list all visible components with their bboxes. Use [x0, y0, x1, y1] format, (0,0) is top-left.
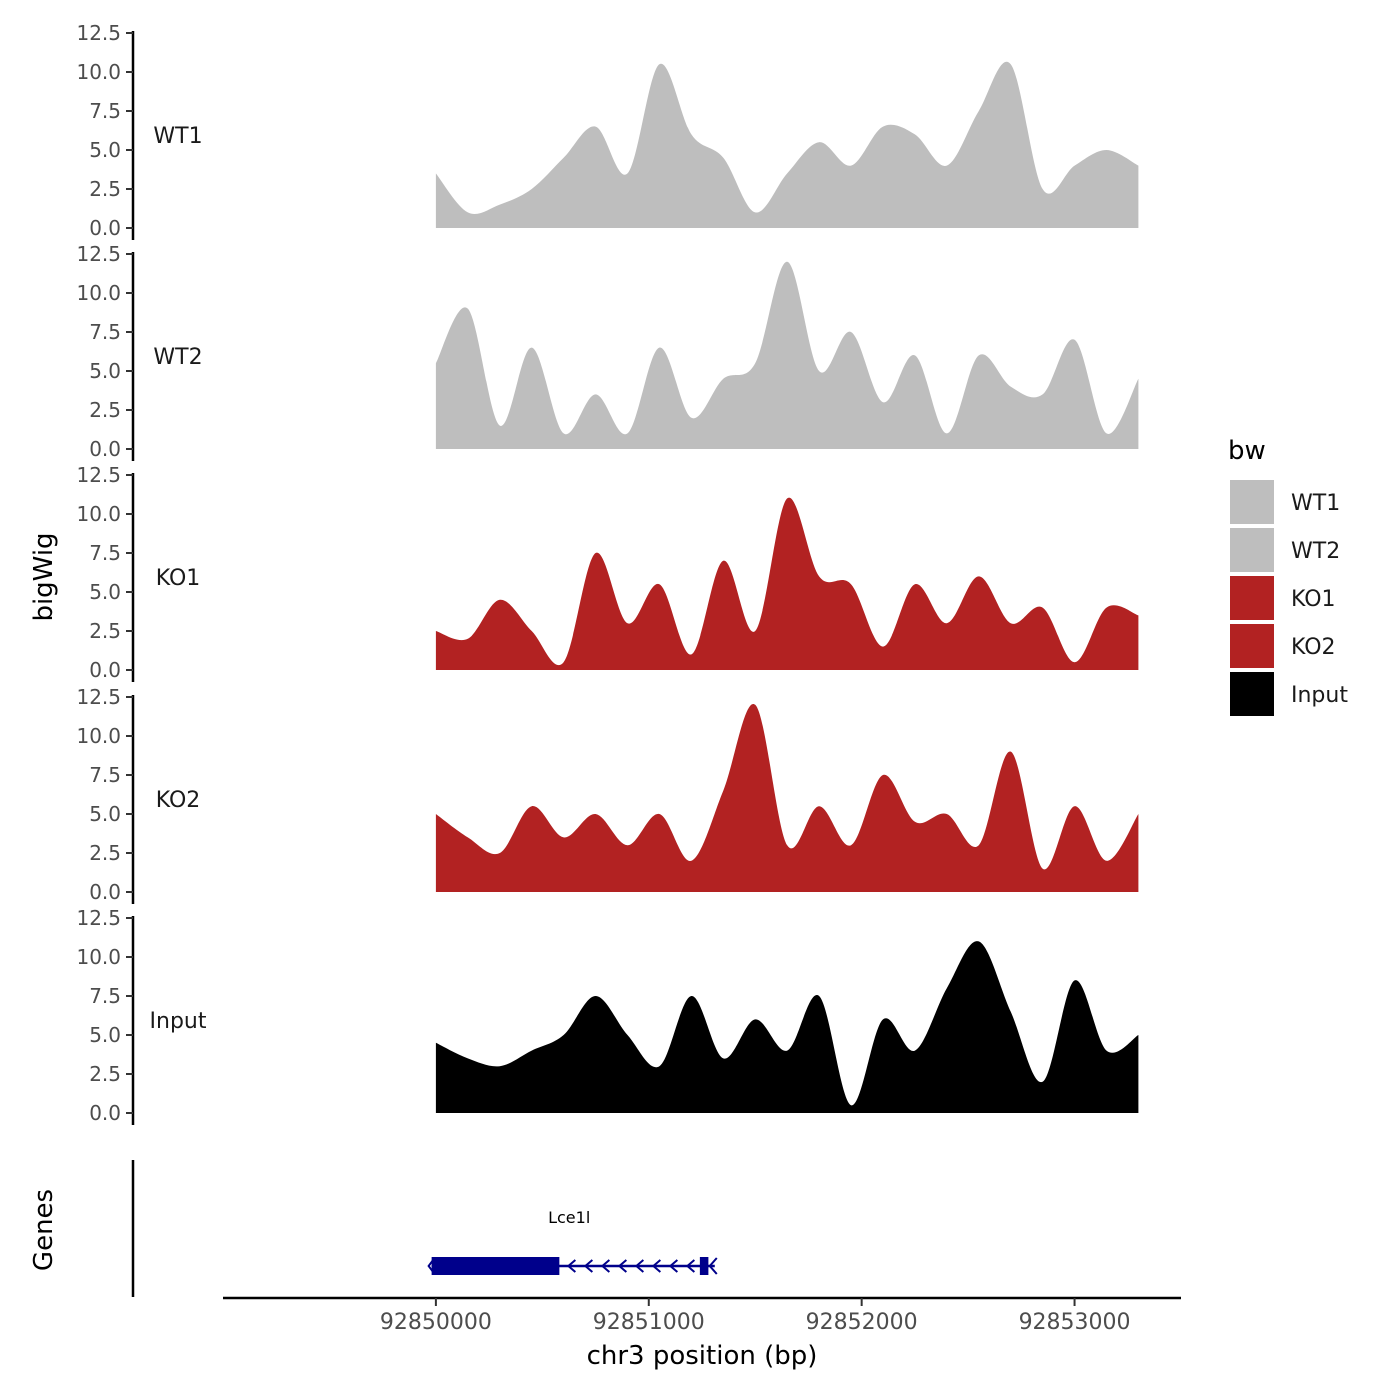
y-tick-label: 5.0: [89, 802, 121, 826]
gene-end-cap: [427, 1257, 436, 1275]
legend-swatch-wt1: [1230, 480, 1274, 524]
y-tick-label: 0.0: [89, 658, 121, 682]
track-area-ko1: [435, 497, 1139, 670]
legend-label-wt1: WT1: [1291, 491, 1340, 516]
track-input: 0.0 2.5 5.0 7.5 10.0 12.5 Input: [76, 906, 1139, 1125]
x-tick-label: 92851000: [593, 1310, 705, 1335]
y-tick-label: 10.0: [76, 281, 121, 305]
x-tick-label: 92850000: [380, 1310, 492, 1335]
track-label: KO1: [156, 566, 201, 591]
gene-exon: [431, 1257, 560, 1275]
strand-arrow: [651, 1259, 662, 1273]
track-ko2: 0.0 2.5 5.0 7.5 10.0 12.5 KO2: [76, 685, 1139, 904]
y-tick-label: 7.5: [89, 320, 121, 344]
y-tick-label: 2.5: [89, 841, 121, 865]
track-ko1: 0.0 2.5 5.0 7.5 10.0 12.5 KO1: [76, 463, 1139, 682]
y-tick-label: 12.5: [76, 906, 121, 930]
y-axis-title: bigWig: [29, 532, 59, 621]
track-area-ko2: [435, 703, 1139, 892]
track-label: KO2: [156, 788, 201, 813]
y-tick-label: 0.0: [89, 880, 121, 904]
y-tick-label: 10.0: [76, 724, 121, 748]
y-tick-label: 5.0: [89, 1023, 121, 1047]
legend-title: bw: [1228, 436, 1266, 466]
y-tick-label: 12.5: [76, 685, 121, 709]
track-area-wt2: [435, 261, 1139, 449]
x-tick-label: 92853000: [1019, 1310, 1131, 1335]
y-tick-label: 12.5: [76, 21, 121, 45]
legend-label-input: Input: [1291, 683, 1348, 708]
y-tick-label: 12.5: [76, 242, 121, 266]
y-tick-label: 5.0: [89, 138, 121, 162]
y-tick-label: 7.5: [89, 99, 121, 123]
track-wt2: 0.0 2.5 5.0 7.5 10.0 12.5 WT2: [76, 242, 1139, 461]
y-tick-label: 0.0: [89, 216, 121, 240]
gene-end-cap: [708, 1257, 718, 1275]
strand-arrow: [668, 1259, 679, 1273]
x-axis-title: chr3 position (bp): [587, 1341, 818, 1371]
y-tick-label: 5.0: [89, 359, 121, 383]
y-tick-label: 10.0: [76, 60, 121, 84]
strand-arrow: [566, 1259, 577, 1273]
bigwig-tracks: 0.0 2.5 5.0 7.5 10.0 12.5 WT1 0.0 2.5 5.0 7.5 10.0 1…: [76, 21, 1139, 1125]
legend-label-ko1: KO1: [1291, 587, 1336, 612]
y-tick-label: 0.0: [89, 1101, 121, 1125]
track-label: WT1: [153, 124, 202, 149]
y-tick-label: 12.5: [76, 463, 121, 487]
y-tick-label: 10.0: [76, 945, 121, 969]
legend-swatch-input: [1230, 672, 1274, 716]
track-wt1: 0.0 2.5 5.0 7.5 10.0 12.5 WT1: [76, 21, 1139, 240]
track-area-wt1: [435, 61, 1139, 229]
legend-swatch-ko2: [1230, 624, 1274, 668]
y-tick-label: 0.0: [89, 437, 121, 461]
y-tick-label: 10.0: [76, 502, 121, 526]
y-tick-label: 7.5: [89, 984, 121, 1008]
x-tick-label: 92852000: [806, 1310, 918, 1335]
legend-swatch-ko1: [1230, 576, 1274, 620]
track-area-input: [435, 941, 1139, 1113]
strand-arrow: [617, 1259, 628, 1273]
y-tick-label: 2.5: [89, 619, 121, 643]
x-axis: 92850000 92851000 92852000 92853000: [223, 1296, 1181, 1335]
y-tick-label: 5.0: [89, 580, 121, 604]
gene-model: Lce1l: [427, 1208, 718, 1275]
gene-exon: [699, 1257, 709, 1275]
track-label: WT2: [153, 345, 202, 370]
strand-arrow: [634, 1259, 645, 1273]
legend: bw WT1 WT2 KO1 KO2 Input: [1228, 436, 1348, 716]
strand-arrow: [685, 1259, 696, 1273]
legend-swatch-wt2: [1230, 528, 1274, 572]
y-tick-label: 7.5: [89, 541, 121, 565]
legend-label-wt2: WT2: [1291, 539, 1340, 564]
y-tick-label: 7.5: [89, 763, 121, 787]
y-tick-label: 2.5: [89, 177, 121, 201]
track-label: Input: [150, 1009, 207, 1034]
gene-track-title: Genes: [29, 1189, 59, 1271]
y-tick-label: 2.5: [89, 398, 121, 422]
legend-label-ko2: KO2: [1291, 635, 1336, 660]
gene-track: Lce1l: [131, 1160, 718, 1297]
gene-name-label: Lce1l: [548, 1208, 590, 1227]
strand-arrow: [583, 1259, 594, 1273]
y-tick-label: 2.5: [89, 1062, 121, 1086]
strand-arrow: [600, 1259, 611, 1273]
